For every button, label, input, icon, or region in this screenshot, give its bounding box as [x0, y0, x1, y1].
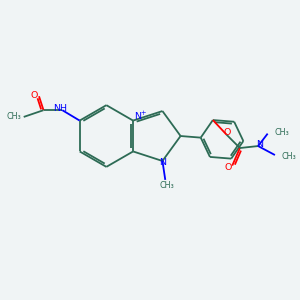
Text: O: O [224, 163, 232, 172]
Text: CH₃: CH₃ [7, 112, 21, 122]
Text: CH₃: CH₃ [274, 128, 289, 137]
Text: N: N [159, 158, 166, 167]
Text: NH: NH [53, 104, 67, 113]
Text: N: N [256, 140, 263, 149]
Text: CH₃: CH₃ [281, 152, 296, 161]
Text: CH₃: CH₃ [159, 181, 174, 190]
Text: +: + [140, 110, 146, 116]
Text: O: O [30, 91, 38, 100]
Text: N: N [134, 112, 141, 121]
Text: O: O [224, 128, 231, 137]
